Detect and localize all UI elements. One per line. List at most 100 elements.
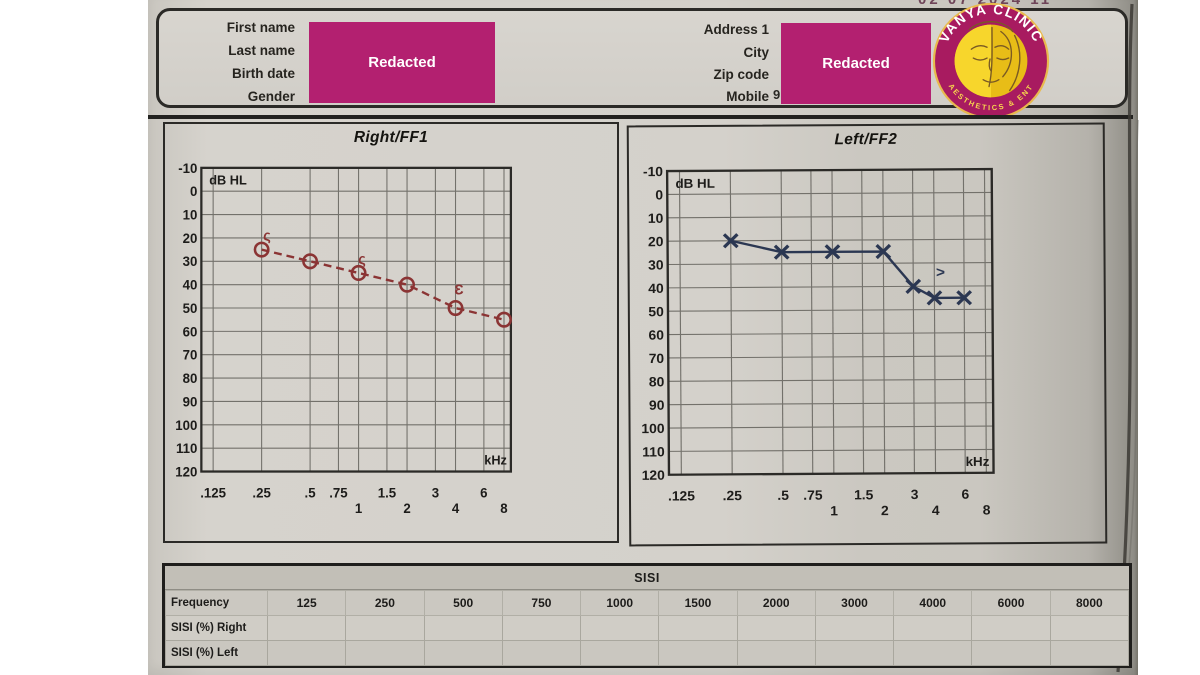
sisi-section-title: SISI [165,566,1129,590]
svg-text:1: 1 [830,504,838,519]
logo-disc-highlight [954,24,991,98]
redaction-overlay-contact: Redacted [781,23,931,104]
chart-title-left: Left/FF2 [834,130,898,149]
table-cell: 750 [501,590,582,616]
svg-text:20: 20 [648,234,664,249]
clinic-logo-badge-icon: VANYA CLINIC AESTHETICS & ENT [932,2,1050,120]
field-label-last-name: Last name [228,43,295,58]
svg-text:3: 3 [432,485,439,500]
svg-text:8: 8 [983,503,991,518]
svg-text:.25: .25 [723,488,743,503]
svg-text:-10: -10 [178,161,197,176]
sisi-row-label: SISI (%) Right [165,615,268,641]
svg-text:6: 6 [480,485,487,500]
table-cell [893,640,973,666]
svg-text:80: 80 [183,371,198,386]
field-label-birth-date: Birth date [231,66,295,81]
svg-text:40: 40 [183,278,198,293]
table-cell [971,615,1051,641]
table-cell [345,640,425,666]
sisi-grid: Frequency 125 250 500 750 1000 1500 2000 3000 400… [165,590,1130,666]
svg-text:4: 4 [932,503,940,518]
table-cell [345,615,425,641]
svg-text:30: 30 [183,254,198,269]
table-cell: 4000 [893,590,973,616]
table-cell: 1000 [580,590,660,616]
table-cell: 6000 [971,590,1051,616]
table-cell: 2000 [736,590,816,616]
table-cell [423,615,503,641]
table-cell [266,615,347,641]
svg-text:30: 30 [648,258,664,273]
table-cell [658,615,738,641]
svg-text:120: 120 [642,468,666,483]
table-cell [423,640,503,666]
svg-text:0: 0 [190,184,197,199]
svg-text:10: 10 [183,207,198,222]
svg-text:60: 60 [648,328,664,343]
header-separator-line [148,115,1133,119]
table-row: SISI (%) Left [165,640,1130,666]
table-cell [580,640,660,666]
face-illustration-icon [968,20,1021,92]
sisi-table: SISI Frequency 125 250 500 750 1000 1500 2000 30… [162,563,1132,668]
audiogram-right-ff1-chart: Right/FF1 -10 0 10 20 30 40 50 60 70 80 90 100 110 12… [163,122,619,543]
redaction-overlay-personal: Redacted [309,22,495,103]
field-label-first-name: First name [226,20,295,35]
svg-text:8: 8 [500,501,507,516]
svg-text:2: 2 [403,501,410,516]
redacted-label: Redacted [368,54,436,71]
redacted-label: Redacted [822,55,890,72]
table-cell [266,640,347,666]
svg-text:1.5: 1.5 [854,488,874,503]
svg-text:70: 70 [183,348,198,363]
svg-text:dB HL: dB HL [675,176,714,191]
table-cell: 125 [266,590,347,616]
chart-title-right: Right/FF1 [353,129,429,146]
svg-text:.25: .25 [252,485,271,500]
svg-text:3: 3 [911,487,919,502]
svg-text:ς: ς [358,252,366,268]
sisi-row-label: SISI (%) Left [165,640,268,666]
table-cell: 8000 [1049,590,1130,616]
field-label-gender: Gender [247,89,295,104]
svg-text:110: 110 [642,445,665,460]
table-cell [501,640,582,666]
field-label-zip-code: Zip code [713,67,769,82]
field-label-mobile: Mobile [726,89,769,104]
svg-text:90: 90 [649,398,665,413]
table-cell [893,615,973,641]
svg-text:.5: .5 [777,488,789,503]
table-cell [580,615,660,641]
table-cell [1049,640,1130,666]
svg-text:dB HL: dB HL [209,173,247,188]
audiogram-left-plot: -10 0 10 20 30 40 50 60 70 80 90 100 110 120.125 .25 .5… [641,164,995,519]
svg-text:2: 2 [881,503,889,518]
svg-text:6: 6 [961,487,969,502]
svg-text:110: 110 [176,441,197,456]
table-cell: 500 [423,590,503,616]
svg-text:100: 100 [175,418,197,433]
field-label-address: Address 1 [703,22,769,37]
table-cell [814,615,895,641]
svg-text:120: 120 [175,464,197,479]
svg-text:40: 40 [648,281,664,296]
svg-text:0: 0 [655,188,663,203]
svg-text:90: 90 [183,394,198,409]
svg-text:20: 20 [183,231,198,246]
svg-text:50: 50 [183,301,198,316]
table-cell: 3000 [814,590,895,616]
table-row: Frequency 125 250 500 750 1000 1500 2000 3000 400… [165,590,1130,616]
table-cell [736,615,816,641]
svg-text:.75: .75 [329,485,348,500]
mobile-partial-digit: 9 [773,87,781,102]
svg-text:kHz: kHz [484,453,507,468]
svg-text:70: 70 [649,351,665,366]
table-cell [658,640,738,666]
svg-text:100: 100 [641,421,665,436]
svg-text:Ɛ: Ɛ [454,282,463,298]
svg-text:.125: .125 [668,489,696,504]
svg-text:ς: ς [263,228,271,244]
svg-text:1.5: 1.5 [378,485,397,500]
